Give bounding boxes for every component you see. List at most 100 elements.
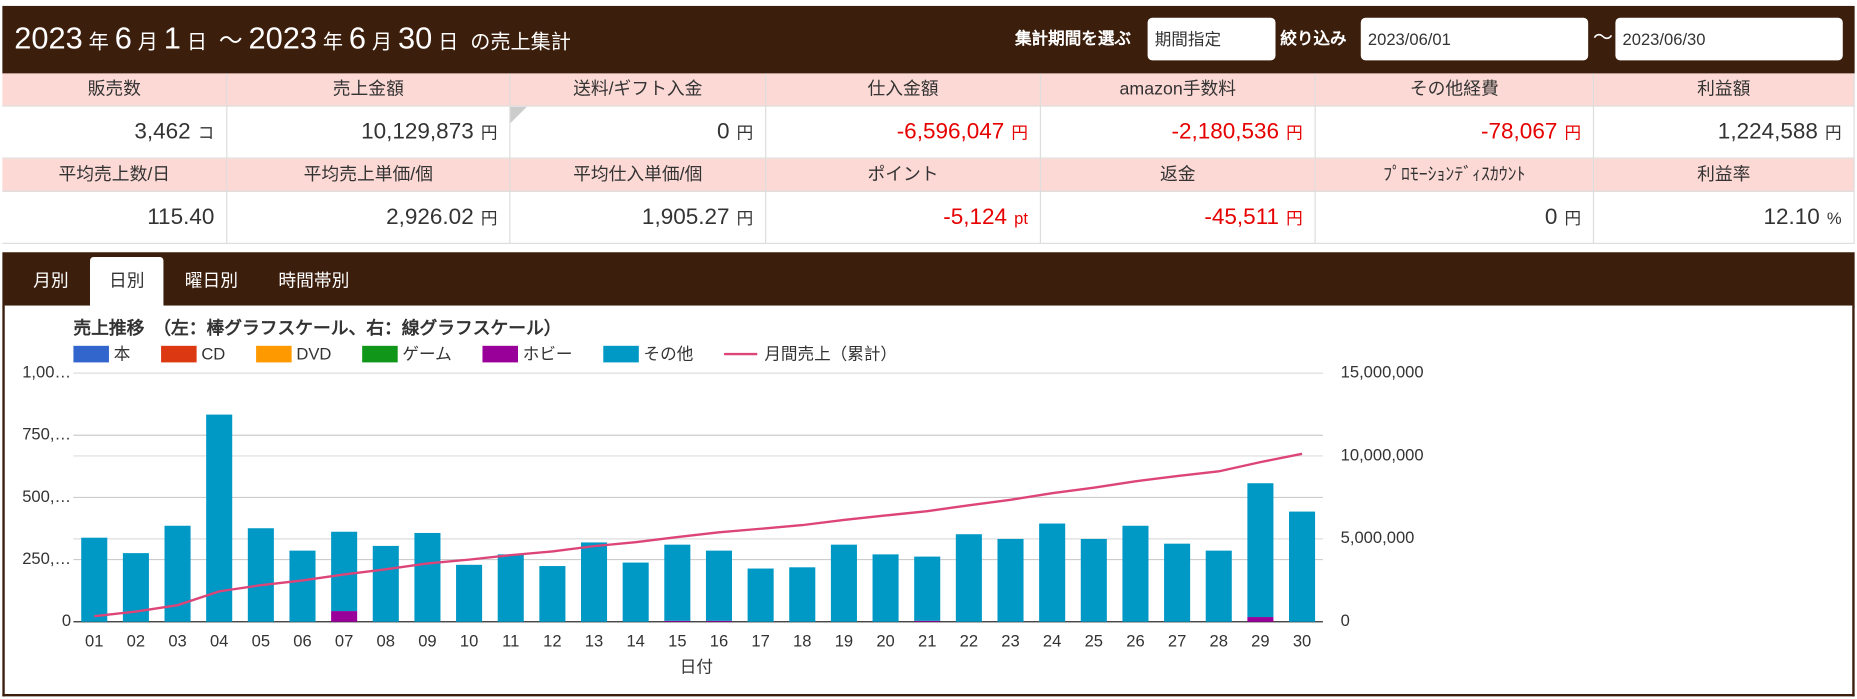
summary-table: 販売数 3,462 コ売上金額 10,129,873 円送料/ギフト入金 0 円仕入金額 -6… — [2, 73, 1855, 244]
column-header: 平均売上数/日 — [2, 158, 228, 192]
title-part: ～ — [218, 28, 243, 55]
tab[interactable]: 曜日別 — [184, 271, 239, 292]
bar-segment — [997, 538, 1024, 622]
value-unit: 円 — [1011, 123, 1028, 143]
title-part: 2023 — [14, 20, 83, 56]
y2-tick-label: 0 — [1341, 611, 1350, 630]
legend-label: ホビー — [523, 345, 573, 364]
summary-value: -78,067 円 — [1315, 106, 1595, 159]
x-tick-label: 10 — [460, 631, 478, 650]
y-tick-label: 750,… — [22, 425, 71, 444]
y2-tick-label: 10,000,000 — [1341, 445, 1424, 464]
value-text: 10,129,873 — [361, 119, 474, 145]
bar-segment — [1080, 538, 1107, 622]
x-tick-label: 22 — [960, 631, 978, 650]
bar-segment — [705, 550, 733, 621]
x-tick-label: 06 — [293, 631, 311, 650]
column-header: amazon手数料 — [1041, 73, 1316, 107]
tab[interactable]: 時間帯別 — [278, 271, 350, 292]
column-header: 返金 — [1041, 158, 1316, 192]
value-unit: pt — [1014, 208, 1028, 228]
summary-value: 115.40 — [2, 191, 228, 244]
tab[interactable]: 月別 — [33, 271, 69, 292]
value-unit: 円 — [480, 123, 498, 143]
bar-segment — [789, 567, 816, 622]
x-tick-label: 14 — [626, 631, 644, 650]
bar-segment — [664, 620, 691, 622]
value-text: 1,905.27 — [641, 204, 730, 230]
legend-swatch — [362, 345, 398, 363]
column-header: ﾌﾟﾛﾓｰｼｮﾝﾃﾞｨｽｶｳﾝﾄ — [1315, 158, 1595, 192]
x-tick-label: 16 — [710, 631, 728, 650]
column-header: 販売数 — [2, 73, 228, 107]
column-header: 売上金額 — [227, 73, 511, 107]
title-part: 月 — [137, 30, 158, 54]
title-part: 年 — [322, 30, 344, 54]
x-tick-label: 24 — [1043, 631, 1061, 650]
title-part: 年 — [88, 30, 109, 54]
value-unit: 円 — [1564, 208, 1582, 228]
x-tick-label: 12 — [543, 631, 561, 650]
value-unit: 円 — [1825, 123, 1842, 143]
summary-value: -5,124 pt — [766, 191, 1042, 244]
bar-segment — [914, 620, 941, 622]
chart-title: 売上推移 （左：棒グラフスケール、右：線グラフスケール） — [73, 317, 561, 338]
x-tick-label: 15 — [668, 631, 686, 650]
legend-swatch — [73, 345, 109, 363]
legend-label: ゲーム — [402, 345, 451, 364]
column-header: ポイント — [766, 158, 1042, 192]
value-unit: コ — [197, 123, 215, 143]
column-header: 平均売上単価/個 — [227, 158, 511, 192]
date-to[interactable]: 2023/06/30 — [1615, 17, 1843, 61]
bar-segment — [1205, 550, 1232, 622]
y2-tick-label: 5,000,000 — [1341, 528, 1415, 547]
summary-value: 3,462 コ — [2, 106, 228, 159]
summary-value: 2,926.02 円 — [227, 191, 511, 244]
date-from[interactable]: 2023/06/01 — [1360, 17, 1589, 61]
summary-value: 12.10% — [1594, 191, 1855, 244]
legend-label: その他 — [644, 345, 694, 364]
bar-segment — [914, 556, 941, 621]
value-unit: 円 — [480, 208, 498, 228]
x-axis-label: 日付 — [680, 657, 713, 676]
x-tick-label: 02 — [127, 631, 145, 650]
x-tick-label: 30 — [1293, 631, 1311, 650]
summary-value: -2,180,536 円 — [1041, 106, 1316, 159]
x-tick-label: 05 — [252, 631, 270, 650]
x-tick-label: 01 — [85, 631, 103, 650]
value-text: -2,180,536 — [1171, 119, 1280, 145]
period-select[interactable]: 期間指定 — [1147, 17, 1276, 61]
value-unit: 円 — [1564, 123, 1582, 143]
x-tick-label: 08 — [377, 631, 395, 650]
value-text: 0 — [1544, 204, 1558, 230]
bar-segment — [830, 544, 857, 622]
bar-segment — [955, 534, 982, 622]
y-tick-label: 250,… — [22, 549, 71, 568]
x-tick-label: 13 — [585, 631, 603, 650]
bar-segment — [539, 566, 566, 622]
bar-segment — [497, 554, 524, 622]
bar-segment — [705, 620, 733, 622]
bar-segment — [247, 528, 274, 622]
value-text: -45,511 — [1204, 204, 1280, 230]
bar-segment — [1247, 617, 1274, 622]
x-tick-label: 07 — [335, 631, 353, 650]
title-part: 30 — [398, 20, 433, 56]
x-tick-label: 29 — [1251, 631, 1269, 650]
period-label: 集計期間を選ぶ — [1014, 28, 1132, 48]
bar-segment — [747, 568, 774, 622]
x-tick-label: 03 — [168, 631, 186, 650]
bar-segment — [414, 532, 441, 622]
summary-value: 1,224,588 円 — [1594, 106, 1855, 159]
title-part: の売上集計 — [470, 30, 571, 54]
tab[interactable]: 日別 — [90, 256, 164, 307]
summary-value: 1,905.27 円 — [510, 191, 767, 244]
title-part: 6 — [114, 20, 132, 56]
summary-value: -6,596,047 円 — [766, 106, 1042, 159]
legend-label: CD — [201, 345, 225, 364]
summary-value: 10,129,873 円 — [227, 106, 511, 159]
range-sep: ～ — [1592, 26, 1614, 49]
